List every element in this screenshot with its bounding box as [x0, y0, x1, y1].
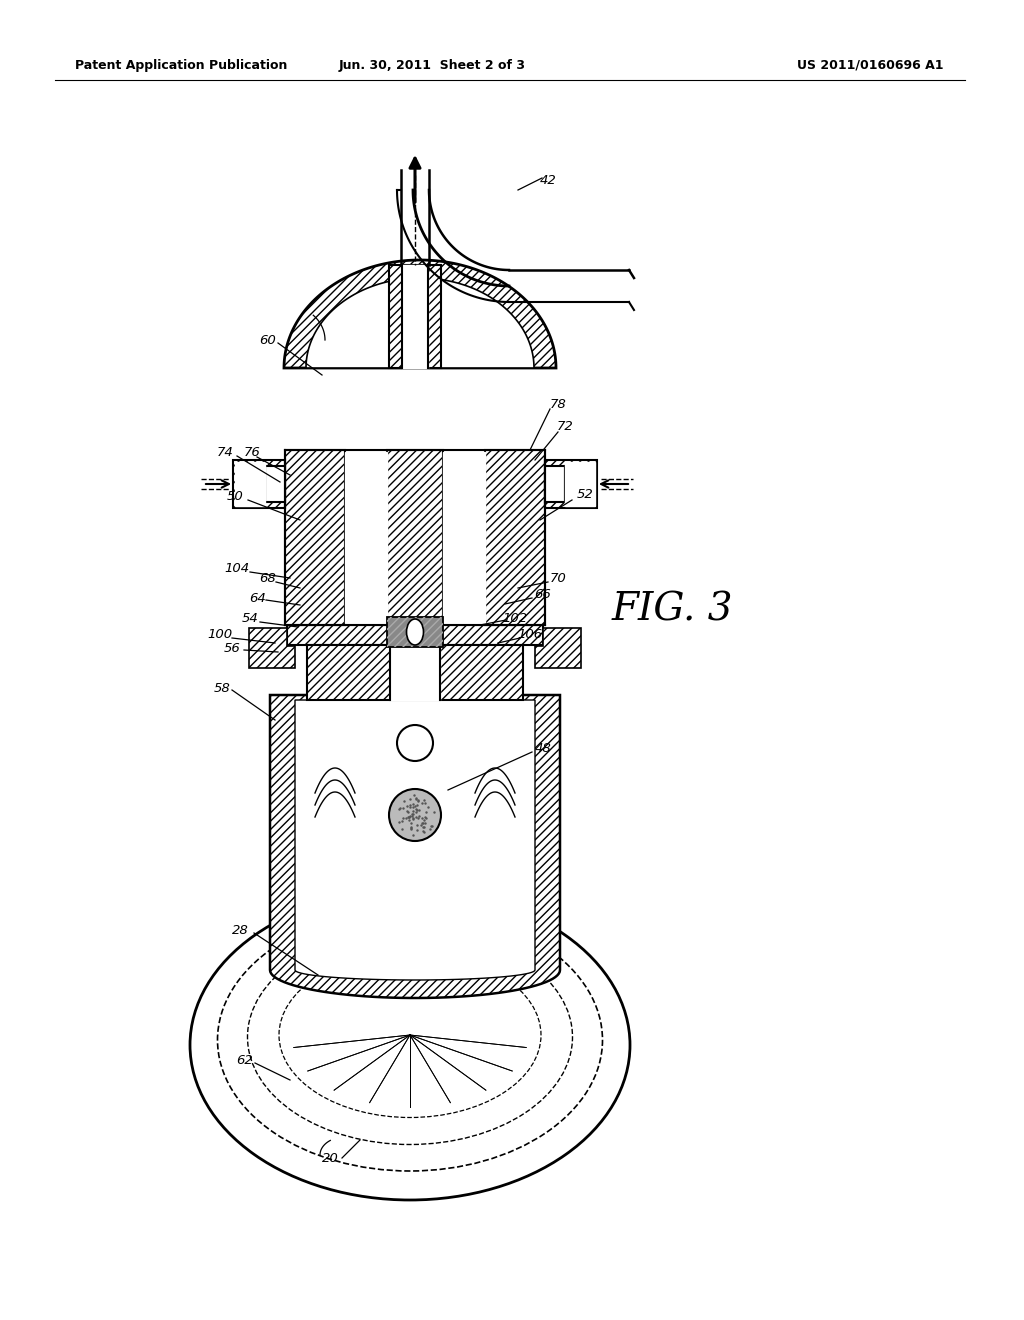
Polygon shape — [535, 628, 581, 668]
Ellipse shape — [279, 953, 541, 1118]
Bar — [545, 466, 565, 502]
Bar — [545, 459, 597, 508]
Text: 28: 28 — [231, 924, 249, 936]
Bar — [387, 616, 443, 647]
Bar — [545, 466, 565, 502]
Bar — [485, 450, 545, 624]
Polygon shape — [390, 624, 440, 700]
Text: 56: 56 — [223, 642, 241, 655]
Bar — [265, 466, 285, 502]
Ellipse shape — [190, 890, 630, 1200]
Polygon shape — [345, 451, 387, 623]
Bar — [285, 450, 345, 624]
Polygon shape — [249, 628, 295, 668]
Text: 104: 104 — [224, 561, 250, 574]
Text: 54: 54 — [242, 611, 258, 624]
Polygon shape — [270, 696, 560, 998]
Text: Jun. 30, 2011  Sheet 2 of 3: Jun. 30, 2011 Sheet 2 of 3 — [339, 58, 525, 71]
Bar — [389, 265, 441, 368]
Text: 68: 68 — [260, 572, 276, 585]
Circle shape — [389, 789, 441, 841]
Bar — [287, 624, 543, 645]
Polygon shape — [306, 279, 534, 368]
Text: 50: 50 — [226, 491, 244, 503]
Text: 60: 60 — [260, 334, 276, 346]
Bar — [545, 459, 597, 508]
Text: 64: 64 — [250, 591, 266, 605]
Text: Patent Application Publication: Patent Application Publication — [75, 58, 288, 71]
Text: US 2011/0160696 A1: US 2011/0160696 A1 — [797, 58, 943, 71]
Text: 70: 70 — [550, 572, 566, 585]
Text: 52: 52 — [577, 488, 593, 502]
Polygon shape — [402, 265, 428, 368]
Bar — [389, 265, 441, 368]
Text: 42: 42 — [540, 173, 556, 186]
Bar — [233, 459, 285, 508]
Bar — [387, 450, 443, 624]
Bar — [485, 450, 545, 624]
Text: 72: 72 — [557, 421, 573, 433]
Polygon shape — [565, 462, 595, 506]
Text: 74: 74 — [217, 446, 233, 458]
Polygon shape — [295, 700, 535, 979]
Text: 102: 102 — [503, 611, 527, 624]
Text: FIG. 3: FIG. 3 — [611, 591, 733, 628]
Bar — [307, 645, 523, 700]
Bar — [233, 459, 285, 508]
Bar — [387, 450, 443, 624]
Ellipse shape — [248, 929, 572, 1144]
Bar — [285, 450, 345, 624]
Text: 58: 58 — [214, 681, 230, 694]
Polygon shape — [234, 462, 265, 506]
Polygon shape — [284, 260, 556, 368]
Ellipse shape — [217, 909, 602, 1171]
Text: 76: 76 — [244, 446, 260, 458]
Text: 62: 62 — [237, 1053, 253, 1067]
Bar — [307, 645, 523, 700]
Text: 100: 100 — [208, 628, 232, 642]
Circle shape — [397, 725, 433, 762]
Text: 20: 20 — [322, 1151, 338, 1164]
Bar — [287, 624, 543, 645]
Polygon shape — [443, 451, 485, 623]
Text: 78: 78 — [550, 399, 566, 412]
Bar — [265, 466, 285, 502]
Ellipse shape — [407, 619, 424, 645]
Text: 66: 66 — [535, 589, 551, 602]
Bar — [387, 616, 443, 647]
Text: 106: 106 — [517, 628, 543, 642]
Text: 48: 48 — [535, 742, 551, 755]
